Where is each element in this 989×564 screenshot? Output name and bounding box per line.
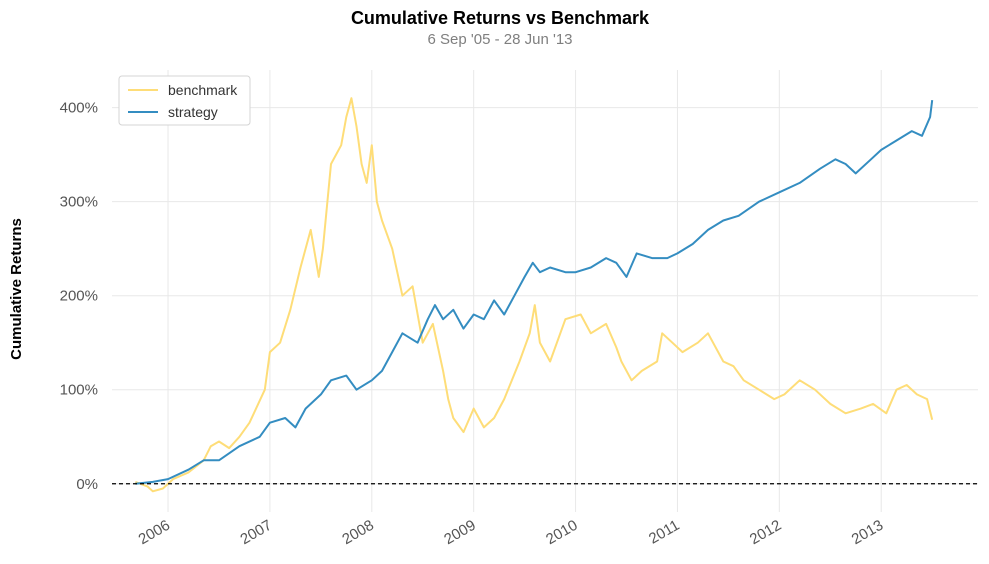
x-tick-label: 2010: [543, 517, 580, 548]
x-tick-label: 2006: [136, 517, 173, 548]
chart-subtitle: 6 Sep '05 - 28 Jun '13: [427, 31, 573, 48]
y-axis-label: Cumulative Returns: [8, 218, 25, 360]
x-tick-label: 2012: [747, 517, 784, 548]
y-tick-label: 400%: [60, 100, 98, 117]
chart-title: Cumulative Returns vs Benchmark: [350, 8, 650, 28]
y-tick-label: 0%: [76, 476, 98, 493]
x-tick-label: 2013: [849, 517, 886, 548]
y-tick-label: 300%: [60, 194, 98, 211]
axes: 0% 100% 200% 300% 400% 2006 2007 2008 2009 2010 20…: [60, 100, 887, 549]
series-line-benchmark: [135, 97, 934, 493]
x-tick-label: 2011: [646, 517, 682, 548]
series-layer: [112, 97, 978, 493]
y-tick-label: 200%: [60, 288, 98, 305]
x-tick-label: 2009: [441, 517, 478, 548]
series-line-strategy: [135, 99, 934, 485]
x-tick-label: 2008: [339, 517, 376, 548]
y-tick-label: 100%: [60, 382, 98, 399]
x-tick-label: 2007: [238, 517, 275, 548]
legend-label-benchmark: benchmark: [168, 82, 238, 98]
legend[interactable]: benchmark strategy: [118, 75, 251, 126]
legend-label-strategy: strategy: [168, 104, 218, 120]
grid: [112, 70, 978, 512]
